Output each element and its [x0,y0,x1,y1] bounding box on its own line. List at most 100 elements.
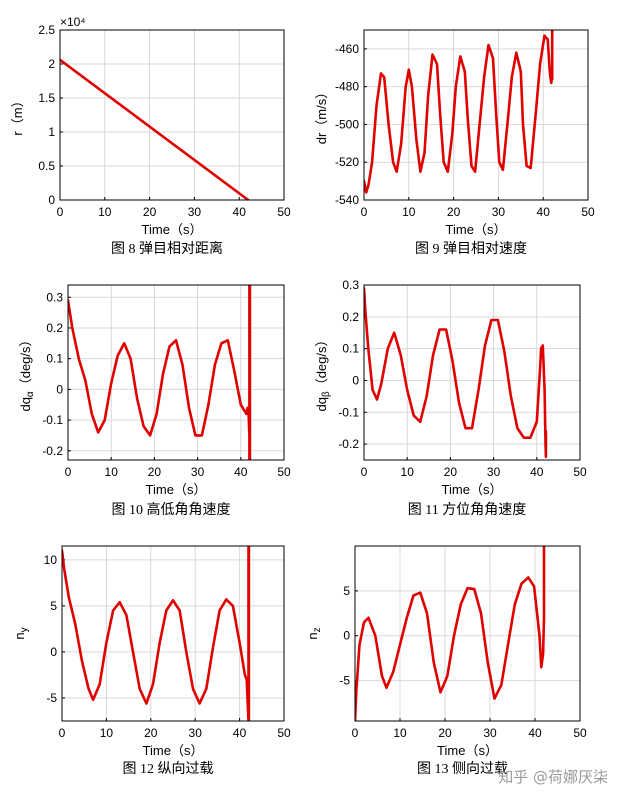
x-tick-label: 30 [483,726,497,740]
y-axis-label: nz [305,627,323,639]
x-tick-label: 50 [573,465,587,479]
y-tick-label: -5 [339,674,350,688]
x-tick-label: 50 [573,726,587,740]
y-tick-label: 5 [50,599,57,613]
axes-frame [363,284,581,461]
axes-frame [363,29,589,201]
figure-caption: 图 13 侧向过载 [417,761,508,777]
plot-area [68,285,284,460]
y-tick-label: 5 [343,584,350,598]
chart-fig12: 0 10 20 30 40 50 -5 0 5 10 Time（s） ny 图 12 纵向过载 [12,545,291,777]
y-tick-label: 2.5 [38,23,55,37]
x-axis-label: Time（s） [442,482,503,497]
x-tick-label: 0 [361,465,368,479]
x-axis-label: Time（s） [142,222,203,237]
figure-caption: 图 9 弹目相对速度 [415,241,527,257]
x-tick-label: 20 [148,465,162,479]
y-tick-label: -540 [335,193,359,207]
y-tick-label: -460 [335,42,359,56]
y-tick-label: -0.2 [42,444,63,458]
figure-caption: 图 11 方位角角速度 [408,502,526,518]
x-tick-label: 40 [537,205,551,219]
y-tick-label: -0.1 [338,405,359,419]
x-tick-label: 20 [144,726,158,740]
y-tick-label: 2 [48,57,55,71]
x-tick-label: 0 [57,205,64,219]
x-tick-label: 50 [277,465,291,479]
chart-fig13: 0 10 20 30 40 50 -5 0 5 Time（s） nz 图 13 侧向过载 [305,545,587,777]
chart-fig9: 0 10 20 30 40 50 -540 -520 -500 -480 -460 Time（s） dr… [314,29,595,257]
x-tick-label: 10 [401,465,415,479]
y-tick-label: 10 [44,553,58,567]
watermark-text: 知乎 @荷娜厌柒 [498,768,608,786]
figure-caption: 图 8 弹目相对距离 [111,240,223,257]
x-tick-label: 10 [105,465,119,479]
y-axis-label: r（m） [10,94,25,135]
y-tick-label: 0 [50,645,57,659]
y-tick-label: 1 [48,125,55,139]
x-tick-label: 0 [352,726,359,740]
y-tick-label: 0.5 [38,159,55,173]
x-tick-label: 50 [277,726,291,740]
x-tick-label: 20 [143,205,157,219]
x-tick-label: 40 [233,726,247,740]
x-tick-label: 30 [189,726,203,740]
x-tick-label: 20 [444,465,458,479]
series-line [68,285,252,460]
y-tick-label: -0.2 [338,437,359,451]
x-tick-label: 10 [402,205,416,219]
y-tick-label: 0.3 [46,290,63,304]
series-line [364,286,548,459]
figure-caption: 图 10 高低角角速度 [112,501,231,518]
x-tick-label: 20 [447,205,461,219]
plot-area [355,546,580,721]
y-tick-label: 0.1 [46,352,63,366]
x-axis-label: Time（s） [146,482,207,497]
x-axis-label: Time（s） [446,222,507,237]
y-axis-label: ny [12,627,30,639]
y-tick-label: -0.1 [42,413,63,427]
series-line [62,546,251,721]
y-tick-label: 0.1 [342,342,359,356]
series-line [60,58,250,200]
x-tick-label: 20 [438,726,452,740]
x-tick-label: 0 [59,726,66,740]
x-tick-label: 0 [361,205,368,219]
y-tick-label: -5 [46,691,57,705]
chart-fig11: 0 10 20 30 40 50 -0.2 -0.1 0 0.1 0.2 0.3 Time（s） dqβ（… [314,278,587,518]
axes-frame [354,545,581,722]
x-tick-label: 10 [100,726,114,740]
x-tick-label: 40 [233,205,247,219]
y-axis-label: dr（m/s） [314,86,329,145]
plot-area [60,30,284,200]
y-exponent-label: ×10⁴ [60,15,86,29]
y-tick-label: -480 [335,80,359,94]
x-tick-label: 30 [492,205,506,219]
y-tick-label: 0.2 [46,321,63,335]
chart-fig8: 0 10 20 30 40 50 0 0.5 1 1.5 2 2.5 ×10⁴ Time（s） r（m） 图 … [10,15,291,257]
plot-area [364,30,588,200]
x-tick-label: 10 [393,726,407,740]
x-tick-label: 30 [191,465,205,479]
x-tick-label: 0 [65,465,72,479]
x-axis-label: Time（s） [143,743,204,758]
plot-area [364,285,580,460]
y-tick-label: 0 [48,193,55,207]
x-tick-label: 40 [234,465,248,479]
x-tick-label: 50 [277,205,291,219]
x-tick-label: 30 [188,205,202,219]
series-line [355,546,546,721]
chart-panels: 0 10 20 30 40 5000.511.522.5×10⁴Time（s）r（m）图 … [10,15,595,777]
y-tick-label: -500 [335,117,359,131]
y-axis-label: dqβ（deg/s） [314,333,332,411]
axes-frame [59,29,285,201]
figure-caption: 图 12 纵向过载 [123,761,214,777]
x-tick-label: 40 [530,465,544,479]
y-tick-label: 0.3 [342,278,359,292]
x-tick-label: 40 [528,726,542,740]
x-tick-label: 30 [487,465,501,479]
x-axis-label: Time（s） [437,743,498,758]
axes-frame [67,284,285,461]
axes-frame [61,545,285,722]
